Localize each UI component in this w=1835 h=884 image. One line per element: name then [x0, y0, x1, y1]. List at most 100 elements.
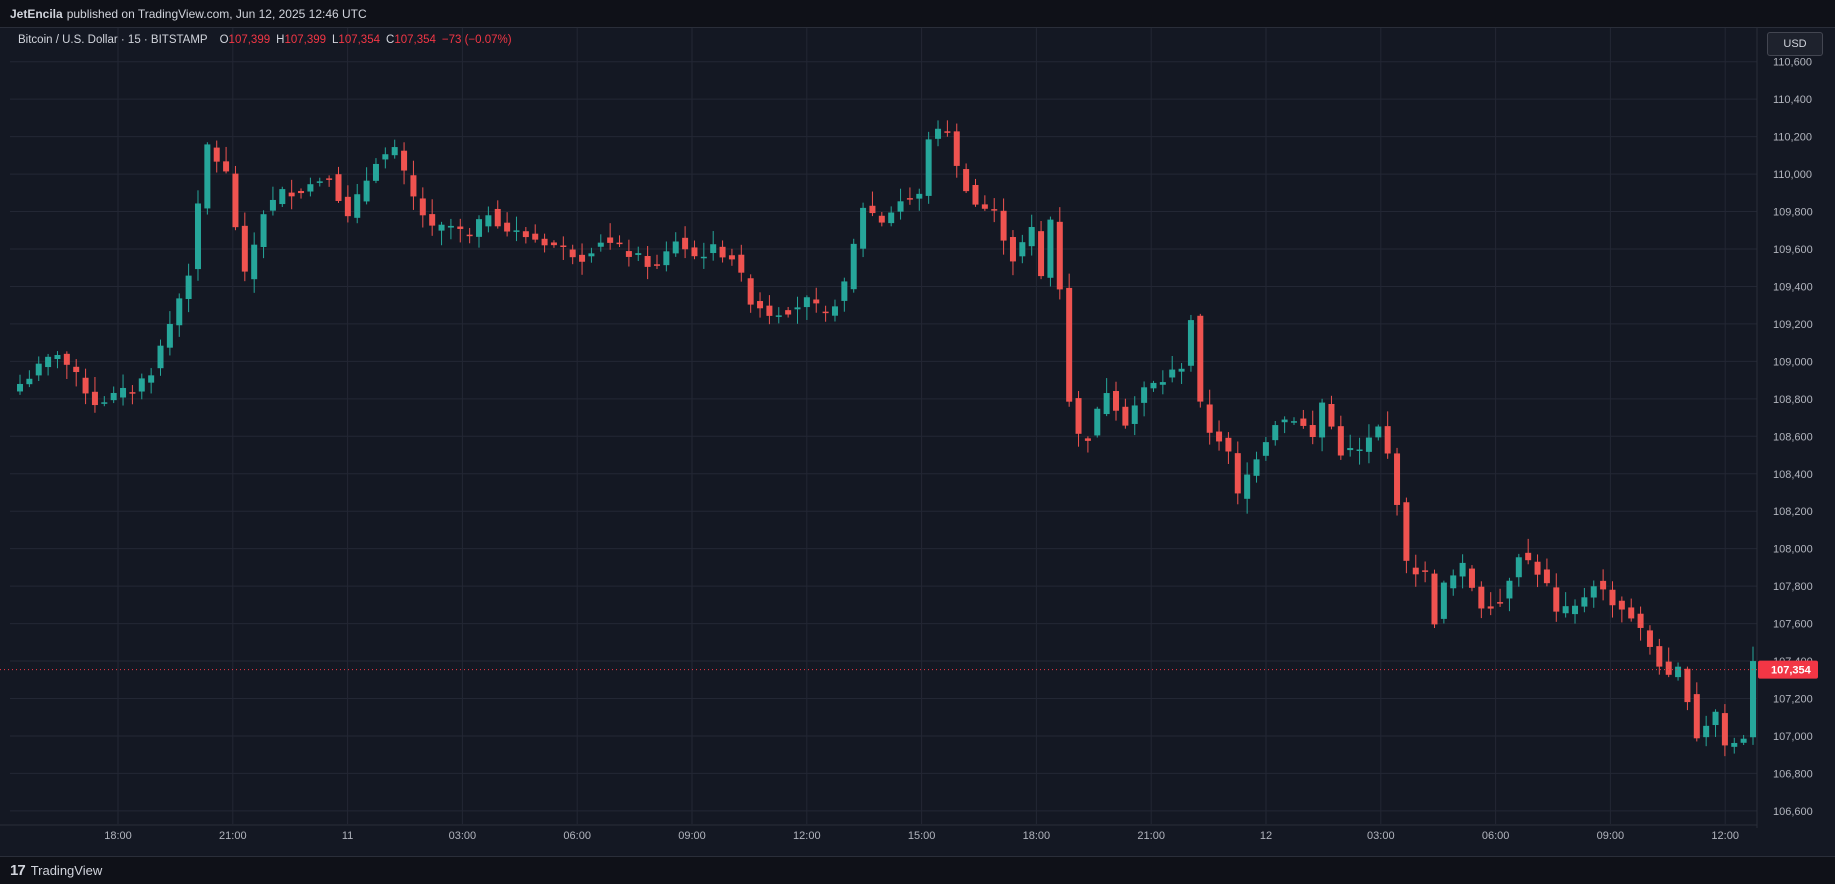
- candle-body: [672, 241, 679, 254]
- grid-lines: [10, 28, 1757, 824]
- candle-body: [504, 222, 511, 232]
- candle-body: [1216, 431, 1223, 442]
- candle-body: [120, 387, 127, 398]
- price-tick-label: 106,600: [1773, 806, 1813, 818]
- candle-body: [766, 305, 773, 316]
- candle-body: [897, 201, 904, 212]
- candle-body: [1553, 587, 1560, 612]
- candle-body: [1609, 589, 1616, 606]
- candle-body: [1309, 425, 1316, 438]
- candle-body: [1290, 421, 1297, 423]
- candle-body: [1600, 580, 1607, 590]
- candle-body: [1262, 442, 1269, 456]
- candle-body: [1637, 613, 1644, 628]
- price-tick-label: 108,000: [1773, 544, 1813, 556]
- candle-body: [888, 212, 895, 224]
- candle-body: [288, 192, 295, 197]
- candle-body: [1103, 393, 1110, 415]
- candle-body: [476, 219, 483, 237]
- time-tick-label: 12:00: [793, 830, 821, 842]
- candle-body: [1159, 382, 1166, 385]
- candle-body: [1646, 630, 1653, 647]
- candle-body: [550, 242, 557, 246]
- candle-body: [194, 203, 201, 270]
- candle-body: [953, 131, 960, 166]
- candle-body: [1693, 694, 1700, 739]
- candle-body: [129, 392, 136, 394]
- chart-area[interactable]: 106,600106,800107,000107,200107,400107,6…: [0, 28, 1835, 856]
- candle-body: [391, 147, 398, 156]
- time-tick-label: 21:00: [1137, 830, 1165, 842]
- candle-body: [1337, 426, 1344, 456]
- candle-body: [1169, 369, 1176, 378]
- candle-body: [204, 144, 211, 209]
- candle-body: [17, 383, 23, 392]
- candle-body: [813, 299, 820, 304]
- time-tick-label: 15:00: [908, 830, 936, 842]
- currency-button[interactable]: USD: [1767, 32, 1823, 56]
- candle-body: [981, 204, 988, 209]
- tradingview-logo[interactable]: 17 TradingView: [10, 862, 102, 879]
- candle-body: [1047, 219, 1054, 278]
- candles: [17, 120, 1756, 757]
- candle-body: [644, 256, 651, 267]
- candle-body: [738, 254, 745, 273]
- candle-body: [1487, 606, 1494, 609]
- price-tick-label: 110,000: [1773, 169, 1812, 181]
- candle-body: [1281, 419, 1288, 423]
- candlestick-chart[interactable]: 106,600106,800107,000107,200107,400107,6…: [0, 28, 1835, 856]
- candle-body: [1206, 404, 1213, 433]
- candle-body: [213, 147, 220, 162]
- last-price-marker: 107,354: [0, 660, 1818, 679]
- publish-bar: JetEncila published on TradingView.com, …: [0, 0, 1835, 28]
- time-tick-label: 09:00: [678, 830, 706, 842]
- high-value: H107,399: [276, 34, 327, 46]
- candle-body: [588, 253, 595, 257]
- candle-body: [972, 184, 979, 205]
- price-tick-label: 109,800: [1773, 207, 1813, 219]
- candle-body: [1150, 382, 1157, 389]
- candle-body: [1365, 437, 1372, 452]
- candle-body: [372, 163, 379, 181]
- price-axis: 106,600106,800107,000107,200107,400107,6…: [1756, 28, 1835, 828]
- candle-body: [1515, 557, 1522, 578]
- candle-body: [1094, 408, 1101, 436]
- candle-body: [1525, 552, 1532, 561]
- candle-body: [775, 315, 782, 317]
- low-value: L107,354: [332, 34, 380, 46]
- author-name[interactable]: JetEncila: [10, 6, 63, 21]
- candle-body: [841, 281, 848, 301]
- candle-body: [1187, 320, 1194, 366]
- price-tick-label: 106,800: [1773, 768, 1813, 780]
- candle-body: [73, 366, 80, 373]
- candle-body: [1478, 586, 1485, 609]
- time-tick-label: 12: [1260, 830, 1272, 842]
- candle-body: [26, 378, 33, 385]
- candle-body: [1244, 474, 1251, 499]
- candle-body: [466, 234, 473, 237]
- candle-body: [279, 189, 286, 205]
- candle-body: [232, 173, 239, 228]
- candle-body: [1731, 742, 1738, 747]
- candle-body: [298, 190, 305, 194]
- price-tick-label: 109,600: [1773, 244, 1813, 256]
- candle-body: [794, 307, 801, 310]
- symbol-name[interactable]: Bitcoin / U.S. Dollar · 15 · BITSTAMP: [18, 34, 208, 46]
- candle-body: [653, 264, 660, 266]
- candle-body: [1543, 569, 1550, 584]
- published-text: published on TradingView.com, Jun 12, 20…: [66, 6, 367, 21]
- last-price-label: 107,354: [1771, 665, 1812, 677]
- candle-body: [138, 378, 145, 392]
- candle-body: [260, 214, 267, 247]
- candle-body: [1506, 580, 1513, 599]
- candle-body: [354, 194, 361, 218]
- candle-body: [1000, 210, 1007, 241]
- price-tick-label: 110,200: [1773, 132, 1812, 144]
- candle-body: [1113, 391, 1120, 411]
- time-tick-label: 18:00: [1023, 830, 1051, 842]
- candle-body: [710, 244, 717, 254]
- candle-body: [1075, 398, 1082, 434]
- candle-body: [906, 198, 913, 200]
- candle-body: [1684, 668, 1691, 703]
- candle-body: [700, 256, 707, 259]
